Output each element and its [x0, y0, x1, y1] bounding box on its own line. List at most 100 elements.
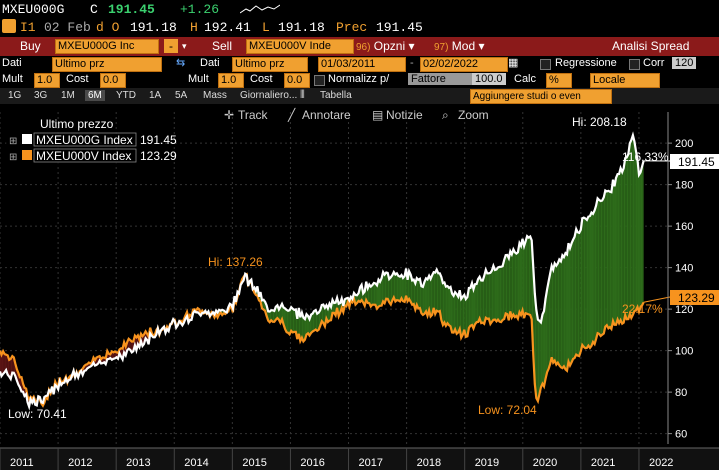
- fill-segment-positive: [421, 286, 423, 315]
- tab-1a[interactable]: 1A: [149, 90, 162, 101]
- tab-3g[interactable]: 3G: [34, 90, 48, 101]
- fill-segment-positive: [573, 236, 575, 359]
- calendar-icon[interactable]: ▦: [508, 57, 519, 69]
- fill-segment-positive: [589, 212, 592, 348]
- fill-segment-positive: [536, 309, 538, 402]
- track-button[interactable]: Track: [238, 108, 269, 122]
- date-from-field[interactable]: 01/03/2011: [318, 57, 406, 72]
- fill-segment-positive: [285, 308, 287, 333]
- mod-button[interactable]: 97) Mod ▾: [434, 39, 485, 53]
- fill-segment-positive: [577, 232, 580, 357]
- cost2-field[interactable]: 0.0: [284, 73, 310, 88]
- y-tick-label: 80: [675, 387, 687, 399]
- annotate-icon[interactable]: ╱: [287, 107, 296, 122]
- ticker-symbol[interactable]: MXEU000G: [2, 2, 65, 17]
- fill-segment-positive: [398, 275, 400, 302]
- sell-security-field[interactable]: MXEU000V Inde: [246, 39, 354, 54]
- chart-toolbar: ✛ Track ╱ Annotare ▤ Notizie ⌕ Zoom: [224, 107, 489, 122]
- buy-security-field[interactable]: MXEU000G Inc: [55, 39, 159, 54]
- data-field-select[interactable]: Ultimo prz: [52, 57, 162, 72]
- fill-segment-positive: [614, 177, 617, 325]
- buy-button[interactable]: Buy: [20, 39, 41, 53]
- dropdown-arrow-icon[interactable]: ▾: [182, 41, 187, 51]
- options-button[interactable]: 96) Opzni ▾: [356, 39, 415, 53]
- data2-field-select[interactable]: Ultimo prz: [232, 57, 308, 72]
- zoom-icon[interactable]: ⌕: [442, 108, 449, 122]
- fill-segment-positive: [496, 267, 499, 322]
- fill-segment-positive: [619, 168, 621, 324]
- fill-segment-positive: [642, 160, 644, 306]
- news-icon[interactable]: ▤: [372, 108, 383, 122]
- fill-segment-positive: [579, 229, 581, 357]
- sell-button[interactable]: Sell: [212, 39, 233, 53]
- fill-segment-positive: [522, 238, 525, 319]
- fill-segment-positive: [586, 216, 589, 348]
- tab-1g[interactable]: 1G: [8, 90, 22, 101]
- locale-select[interactable]: Locale: [590, 73, 660, 88]
- tab-5a[interactable]: 5A: [175, 90, 188, 101]
- fill-segment-positive: [565, 253, 567, 371]
- tab-ytd[interactable]: YTD: [116, 90, 136, 101]
- legend-series-1-box: [33, 132, 137, 147]
- regression-checkbox[interactable]: [540, 59, 551, 70]
- x-axis: 2011 2012 2013 2014 2015 2016 2017 2018 2019 2020…: [0, 447, 719, 470]
- fill-segment-positive: [373, 282, 376, 305]
- fill-segment-positive: [542, 311, 544, 387]
- frequency-select[interactable]: Giornaliero...: [240, 90, 298, 101]
- annotate-button[interactable]: Annotare: [302, 108, 351, 122]
- legend-series-2-name: MXEU000V Index: [36, 149, 131, 163]
- mult2-field[interactable]: 1.0: [218, 73, 244, 88]
- tab-1m[interactable]: 1M: [61, 90, 75, 101]
- series-line-mxeu000g: [0, 131, 645, 411]
- fill-segment-positive: [508, 251, 511, 321]
- fill-segment-positive: [628, 143, 630, 320]
- track-icon[interactable]: ✛: [224, 108, 234, 122]
- last-white-badge: [670, 154, 719, 169]
- corr-checkbox[interactable]: [629, 59, 640, 70]
- tab-6m[interactable]: 6M: [85, 90, 105, 101]
- legend-toggle-2-icon[interactable]: ⊞: [9, 152, 17, 163]
- fill-segment-positive: [311, 313, 313, 333]
- legend-toggle-1-icon[interactable]: ⊞: [9, 136, 17, 147]
- x-tick-label: 2014: [184, 457, 208, 469]
- fill-segment-positive: [631, 135, 633, 319]
- zoom-button[interactable]: Zoom: [458, 108, 489, 122]
- gauge-icon[interactable]: [2, 19, 16, 33]
- table-button[interactable]: Tabella: [320, 90, 352, 101]
- sparkline-icon: [240, 4, 280, 14]
- fill-segment-positive: [465, 296, 468, 337]
- low-white-label: Low: 70.41: [8, 407, 67, 421]
- fill-segment-positive: [403, 276, 405, 302]
- normalize-checkbox[interactable]: [314, 75, 325, 86]
- factor-value-field[interactable]: 100.0: [472, 73, 506, 85]
- fill-segment-positive: [543, 299, 546, 387]
- fill-segment-positive: [393, 272, 396, 302]
- vertical-bars-icon[interactable]: ⦀: [300, 89, 305, 101]
- add-studies-input[interactable]: Aggiungere studi o even: [470, 89, 612, 104]
- corr-value-field[interactable]: 120: [672, 57, 697, 69]
- fill-segment-positive: [410, 274, 413, 305]
- fill-segment-positive: [301, 312, 304, 342]
- row2-label: I1: [20, 20, 36, 35]
- calc-select[interactable]: %: [546, 73, 572, 88]
- calendar-arrows-icon[interactable]: ⇆: [176, 57, 186, 69]
- tab-max[interactable]: Mass: [203, 90, 227, 101]
- fill-segment-positive: [424, 278, 427, 314]
- fill-segment-positive: [275, 305, 278, 320]
- pct-orange-label: 22.17%: [622, 302, 663, 316]
- factor-select[interactable]: Fattore: [408, 73, 472, 85]
- date-to-field[interactable]: 02/02/2022: [420, 57, 508, 72]
- fill-segment-positive: [547, 281, 549, 373]
- fill-segment-positive: [490, 270, 492, 324]
- minus-icon[interactable]: -: [164, 39, 178, 53]
- legend-series-1-value: 191.45: [140, 133, 177, 147]
- fill-segment-negative: [1, 351, 4, 377]
- mult-field[interactable]: 1.0: [34, 73, 60, 88]
- last-orange-value: 123.29: [678, 291, 715, 305]
- fill-segment-positive: [286, 309, 289, 333]
- fill-segment-positive: [530, 236, 532, 320]
- cost-field[interactable]: 0.0: [100, 73, 126, 88]
- fill-segment-positive: [600, 200, 603, 336]
- news-button[interactable]: Notizie: [386, 108, 423, 122]
